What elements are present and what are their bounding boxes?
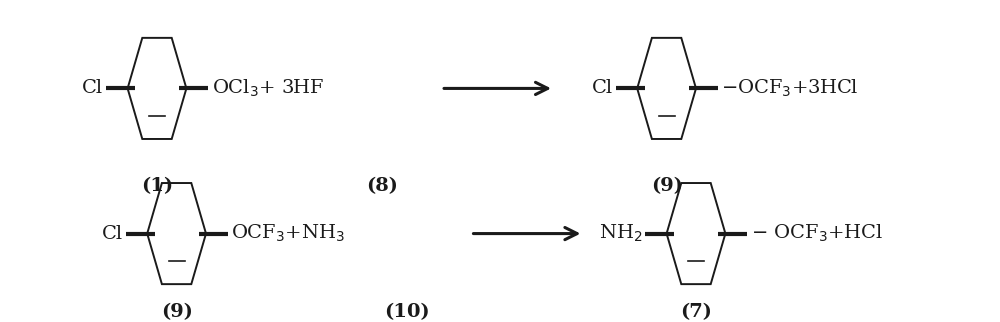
Text: Cl: Cl [592, 80, 613, 98]
Text: OCF$_3$+NH$_3$: OCF$_3$+NH$_3$ [231, 223, 345, 244]
Text: Cl: Cl [102, 224, 123, 242]
Text: (9): (9) [161, 303, 193, 321]
Text: Cl: Cl [82, 80, 103, 98]
Text: OCl$_3$+ 3HF: OCl$_3$+ 3HF [212, 78, 324, 99]
Text: $-$OCF$_3$+3HCl: $-$OCF$_3$+3HCl [721, 78, 859, 99]
Text: NH$_2$: NH$_2$ [599, 223, 642, 244]
Text: (7): (7) [680, 303, 712, 321]
Text: (9): (9) [651, 177, 683, 195]
Text: $-$ OCF$_3$+HCl: $-$ OCF$_3$+HCl [751, 223, 883, 244]
Text: (8): (8) [366, 177, 398, 195]
Text: (10): (10) [384, 303, 430, 321]
Text: (1): (1) [141, 177, 173, 195]
